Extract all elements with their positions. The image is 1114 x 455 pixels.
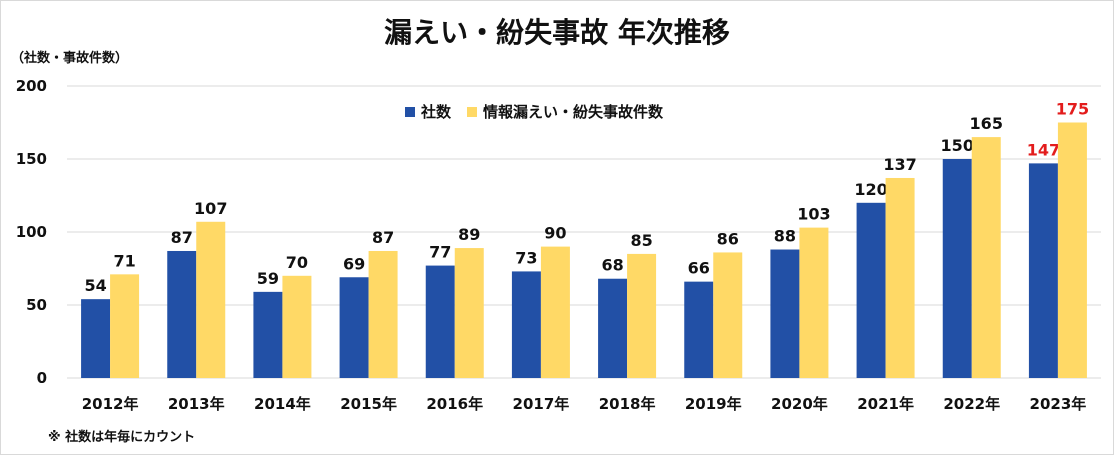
data-label-series-2: 137 (883, 155, 916, 174)
bar-series-1 (511, 271, 541, 378)
x-tick-label: 2013年 (168, 395, 225, 413)
bar-series-1 (425, 265, 455, 378)
bar-series-2 (196, 221, 226, 378)
data-label-series-1: 66 (688, 259, 710, 278)
data-label-series-1: 59 (257, 269, 279, 288)
data-label-series-2: 87 (372, 228, 394, 247)
legend-swatch-series-2 (467, 106, 478, 117)
bar-series-2 (454, 248, 484, 378)
y-tick-label: 200 (16, 77, 47, 95)
bar-series-2 (627, 253, 657, 378)
chart-title: 漏えい・紛失事故 年次推移 (384, 16, 730, 49)
data-label-series-2: 107 (194, 199, 227, 218)
bar-series-2 (971, 137, 1001, 378)
bar-series-2 (110, 274, 140, 378)
bar-series-1 (1028, 163, 1058, 378)
data-label-series-2: 86 (717, 229, 739, 248)
bar-series-1 (167, 250, 197, 378)
x-tick-label: 2020年 (771, 395, 828, 413)
x-tick-label: 2016年 (426, 395, 483, 413)
bar-series-1 (253, 291, 283, 378)
bar-series-1 (339, 277, 369, 378)
y-tick-label: 50 (26, 296, 47, 314)
y-tick-label: 0 (37, 369, 47, 387)
x-tick-label: 2017年 (513, 395, 570, 413)
legend-label-series-1: 社数 (421, 103, 452, 121)
y-tick-label: 100 (16, 223, 47, 241)
legend-swatch-series-1 (405, 106, 415, 117)
bar-series-2 (540, 246, 570, 378)
footnote: ※ 社数は年毎にカウント (48, 430, 196, 445)
bar-series-2 (713, 252, 743, 378)
data-label-series-2: 103 (797, 205, 830, 224)
data-label-series-1: 77 (429, 243, 451, 262)
bar-series-1 (598, 278, 628, 378)
legend-item-series-1: 社数 (405, 101, 451, 122)
data-label-series-2: 90 (544, 224, 566, 243)
data-label-series-1: 87 (171, 228, 193, 247)
bar-series-1 (942, 159, 972, 378)
x-tick-label: 2014年 (254, 395, 311, 413)
data-label-series-2: 175 (1056, 100, 1089, 119)
x-tick-label: 2022年 (943, 395, 1000, 413)
bar-chart-plot: 05010015020054712012年871072013年59702014年… (16, 77, 1101, 413)
legend-item-series-2: 情報漏えい・紛失事故件数 (467, 101, 663, 122)
x-tick-label: 2023年 (1030, 395, 1087, 413)
data-label-series-2: 71 (113, 251, 135, 270)
bar-series-1 (770, 249, 800, 378)
y-tick-label: 150 (16, 150, 47, 168)
legend-label-series-2: 情報漏えい・紛失事故件数 (483, 103, 664, 121)
bar-series-2 (1057, 122, 1087, 378)
data-label-series-1: 88 (774, 227, 796, 246)
x-tick-label: 2012年 (82, 395, 139, 413)
data-label-series-1: 73 (515, 248, 537, 267)
y-axis-unit-label: （社数・事故件数） (11, 51, 129, 66)
bar-series-1 (81, 299, 111, 378)
data-label-series-2: 89 (458, 225, 480, 244)
data-label-series-1: 147 (1027, 140, 1060, 159)
data-label-series-1: 120 (854, 180, 887, 199)
data-label-series-1: 68 (601, 256, 623, 275)
data-label-series-2: 85 (630, 231, 652, 250)
data-label-series-1: 150 (941, 136, 974, 155)
x-tick-label: 2021年 (857, 395, 914, 413)
x-tick-label: 2015年 (340, 395, 397, 413)
data-label-series-1: 54 (84, 276, 106, 295)
bar-series-2 (799, 227, 829, 378)
x-tick-label: 2019年 (685, 395, 742, 413)
data-label-series-1: 69 (343, 254, 365, 273)
bar-series-2 (885, 177, 915, 378)
bar-series-2 (282, 275, 312, 378)
data-label-series-2: 70 (286, 253, 308, 272)
bar-series-2 (368, 250, 398, 378)
bar-series-1 (856, 202, 886, 378)
data-label-series-2: 165 (970, 114, 1003, 133)
bar-series-1 (684, 281, 714, 378)
legend: 社数 情報漏えい・紛失事故件数 (405, 101, 679, 122)
x-tick-label: 2018年 (599, 395, 656, 413)
